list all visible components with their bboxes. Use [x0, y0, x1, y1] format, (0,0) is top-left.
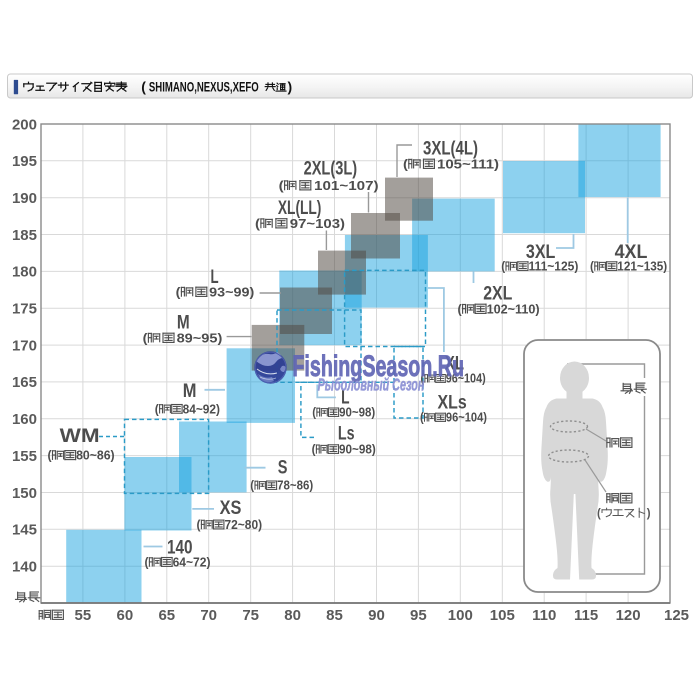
svg-text:(: (: [458, 302, 463, 317]
svg-text:70: 70: [200, 607, 217, 624]
svg-text:96~104): 96~104): [446, 371, 486, 386]
svg-text:(: (: [312, 442, 316, 457]
svg-text:101~107): 101~107): [314, 178, 379, 193]
svg-text:165: 165: [12, 374, 37, 391]
svg-text:XS: XS: [220, 498, 242, 519]
svg-text:(: (: [48, 448, 53, 463]
svg-text:80: 80: [284, 607, 301, 624]
svg-text:175: 175: [12, 301, 37, 318]
svg-text:102~110): 102~110): [487, 302, 540, 317]
svg-text:(: (: [145, 555, 150, 570]
svg-text:111~125): 111~125): [529, 259, 579, 274]
svg-text:65: 65: [158, 607, 175, 624]
svg-text:96~104): 96~104): [446, 410, 487, 425]
svg-text:120: 120: [616, 607, 641, 624]
svg-text:XL: XL: [445, 354, 464, 375]
svg-text:S: S: [278, 458, 288, 479]
svg-text:75: 75: [242, 607, 259, 624]
svg-text:90~98): 90~98): [339, 442, 376, 457]
svg-text:160: 160: [12, 411, 37, 428]
svg-text:WM: WM: [60, 426, 100, 447]
svg-text:(: (: [255, 216, 261, 231]
svg-text:100: 100: [448, 607, 473, 624]
svg-text:55: 55: [75, 607, 92, 624]
svg-text:195: 195: [12, 153, 37, 170]
svg-text:FishingSeason.Ru: FishingSeason.Ru: [292, 350, 464, 383]
svg-text:(: (: [403, 157, 409, 172]
svg-text:180: 180: [12, 264, 37, 281]
svg-text:(: (: [143, 331, 149, 346]
svg-text:64~72): 64~72): [173, 555, 211, 570]
svg-text:2XL(3L): 2XL(3L): [304, 159, 358, 180]
svg-text:): ): [288, 79, 293, 95]
svg-text:185: 185: [12, 227, 37, 244]
svg-text:110: 110: [532, 607, 556, 624]
svg-text:(: (: [597, 508, 601, 520]
svg-text:80~86): 80~86): [76, 448, 115, 463]
svg-text:78~86): 78~86): [277, 478, 313, 493]
svg-text:140: 140: [12, 559, 37, 576]
svg-text:85: 85: [326, 607, 343, 624]
svg-text:90~98): 90~98): [339, 405, 375, 420]
svg-text:105: 105: [490, 607, 515, 624]
svg-text:60: 60: [117, 607, 134, 624]
svg-text:93~99): 93~99): [209, 285, 254, 300]
svg-text:170: 170: [12, 337, 37, 354]
svg-text:97~103): 97~103): [290, 216, 345, 231]
svg-text:XL(LL): XL(LL): [278, 198, 322, 219]
svg-text:2XL: 2XL: [483, 284, 513, 305]
svg-text:L: L: [341, 388, 350, 409]
svg-text:(: (: [420, 410, 424, 425]
svg-text:(: (: [155, 401, 160, 416]
svg-text:): ): [647, 508, 651, 520]
svg-text:(: (: [250, 478, 254, 493]
svg-text:Рыболовный Сезон: Рыболовный Сезон: [318, 375, 425, 395]
svg-text:XLs: XLs: [438, 393, 467, 414]
svg-text:3XL(4L): 3XL(4L): [423, 139, 478, 160]
svg-text:121~135): 121~135): [617, 259, 667, 274]
svg-text:200: 200: [12, 116, 37, 133]
svg-text:(: (: [312, 405, 316, 420]
svg-text:89~95): 89~95): [177, 331, 223, 346]
svg-text:(: (: [279, 178, 285, 193]
svg-text:95: 95: [410, 607, 427, 624]
svg-text:(: (: [421, 371, 425, 386]
svg-text:72~80): 72~80): [225, 517, 263, 532]
svg-text:(: (: [176, 285, 182, 300]
svg-text:4XL: 4XL: [615, 242, 648, 263]
svg-text:145: 145: [12, 522, 37, 539]
svg-text:(: (: [501, 259, 505, 274]
svg-text:155: 155: [12, 448, 37, 465]
svg-text:190: 190: [12, 190, 37, 207]
svg-text:(: (: [590, 259, 594, 274]
svg-text:90: 90: [368, 607, 385, 624]
svg-text:Ls: Ls: [338, 424, 355, 445]
svg-text:M: M: [183, 381, 197, 402]
svg-text:(: (: [141, 79, 146, 95]
svg-text:L: L: [211, 267, 219, 288]
svg-text:105~111): 105~111): [437, 157, 499, 172]
svg-text:125: 125: [664, 607, 689, 624]
svg-text:140: 140: [167, 538, 193, 559]
svg-text:3XL: 3XL: [526, 242, 556, 263]
svg-text:84~92): 84~92): [183, 401, 220, 416]
svg-text:150: 150: [12, 485, 37, 502]
svg-text:115: 115: [574, 607, 598, 624]
svg-text:SHIMANO,NEXUS,XEFO: SHIMANO,NEXUS,XEFO: [149, 79, 259, 95]
svg-text:M: M: [177, 313, 190, 334]
svg-text:(: (: [197, 517, 202, 532]
